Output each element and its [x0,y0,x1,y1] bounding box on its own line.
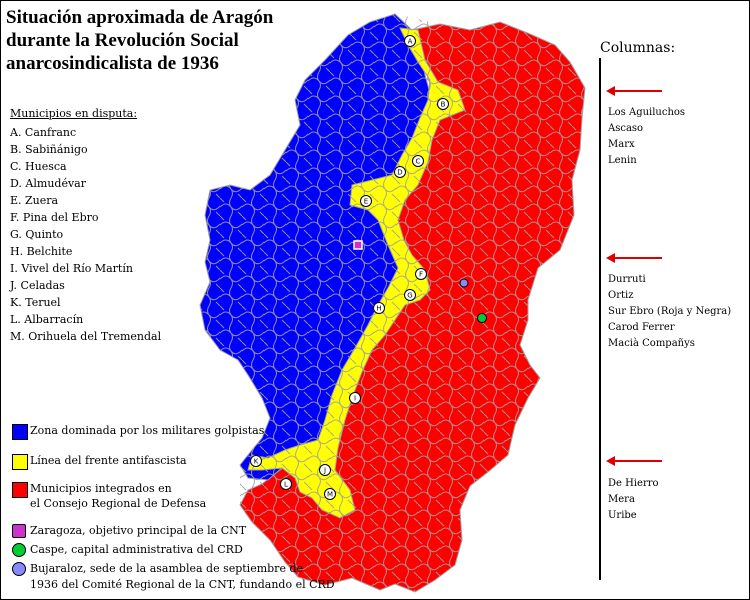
front-marker-e [360,195,372,207]
front-marker-label: J [323,467,326,475]
front-marker-b [437,98,449,110]
map-title: Situación aproximada de Aragón durante l… [6,6,273,75]
zaragoza-marker [353,240,363,250]
arrow-left-icon [606,253,662,263]
caspe-icon [12,543,26,557]
columna-item: Marx [608,139,635,150]
legend-bujaraloz-label-2: 1936 del Comité Regional de la CNT, fund… [30,578,335,591]
municipio-item: I. Vivel del Río Martín [10,262,133,275]
front-marker-label: A [408,38,413,46]
front-marker-h [373,302,385,314]
municipio-item: M. Orihuela del Tremendal [10,330,162,343]
municipio-item: J. Celadas [10,279,65,292]
columna-item: Carod Ferrer [608,322,675,333]
municipio-item: D. Almudévar [10,177,86,190]
front-marker-label: L [284,481,288,489]
front-marker-label: H [376,305,381,313]
columnas-group-3: De Hierro Mera Uribe [608,476,659,524]
arrow-left-icon [606,86,662,96]
title-line-3: anarcosindicalista de 1936 [6,53,219,74]
front-marker-a [404,35,416,47]
columna-item: Durruti [608,274,646,285]
front-marker-label: E [364,198,368,206]
columna-item: Macià Compañys [608,338,695,349]
front-marker-k [250,455,262,467]
front-marker-label: F [419,271,423,279]
municipal-borders [200,14,585,592]
front-marker-label: K [254,458,259,466]
municipios-list: A. Canfranc B. Sabiñánigo C. Huesca D. A… [10,124,161,345]
municipio-item: G. Quinto [10,228,64,241]
legend-caspe-label: Caspe, capital administrativa del CRD [30,543,243,556]
bujaraloz-marker [459,278,469,288]
legend-zaragoza-label: Zaragoza, objetivo principal de la CNT [30,524,247,537]
zaragoza-icon [12,524,26,538]
columna-item: Ortiz [608,290,634,301]
front-marker-g [404,289,416,301]
municipios-heading: Municipios en disputa: [10,107,138,120]
municipio-item: A. Canfranc [10,126,77,139]
front-marker-l [280,478,292,490]
red-swatch [12,482,28,498]
columna-item: Lenin [608,155,637,166]
municipio-item: B. Sabiñánigo [10,143,88,156]
columnas-heading: Columnas: [600,40,676,56]
front-marker-d [394,166,406,178]
front-marker-j [319,464,331,476]
municipio-item: F. Pina del Ebro [10,211,99,224]
front-marker-label: B [441,101,446,109]
front-marker-label: M [327,491,333,499]
bujaraloz-icon [12,562,26,576]
columna-item: Ascaso [608,123,644,134]
front-marker-label: G [407,292,412,300]
legend-yellow-label: Línea del frente antifascista [30,454,187,467]
municipio-item: E. Zuera [10,194,59,207]
columnas-divider [599,58,601,580]
municipio-item: K. Teruel [10,296,61,309]
columnas-group-2: Durruti Ortiz Sur Ebro (Roja y Negra) Ca… [608,272,731,352]
municipio-item: H. Belchite [10,245,73,258]
front-marker-label: I [354,395,356,403]
front-marker-label: C [416,158,421,166]
title-line-2: durante la Revolución Social [6,30,239,51]
municipio-item: L. Albarracín [10,313,84,326]
front-marker-m [324,488,336,500]
columna-item: Uribe [608,510,637,521]
columnas-group-1: Los Aguiluchos Ascaso Marx Lenin [608,105,685,169]
columna-item: De Hierro [608,478,659,489]
yellow-swatch [12,454,28,470]
blue-swatch [12,424,28,440]
columna-item: Los Aguiluchos [608,107,686,118]
front-marker-i [349,392,361,404]
legend-blue-label: Zona dominada por los militares golpista… [30,424,265,437]
front-marker-f [415,268,427,280]
municipio-item: C. Huesca [10,160,67,173]
arrow-left-icon [606,456,662,466]
legend-red-label-2: el Consejo Regional de Defensa [30,497,207,510]
front-marker-label: D [397,169,402,177]
legend-red-label-1: Municipios integrados en [30,482,172,495]
columna-item: Mera [608,494,635,505]
title-line-1: Situación aproximada de Aragón [6,7,274,28]
columna-item: Sur Ebro (Roja y Negra) [608,306,732,317]
legend-bujaraloz-label-1: Bujaraloz, sede de la asamblea de septie… [30,562,304,575]
caspe-marker [477,313,487,323]
front-marker-c [412,155,424,167]
